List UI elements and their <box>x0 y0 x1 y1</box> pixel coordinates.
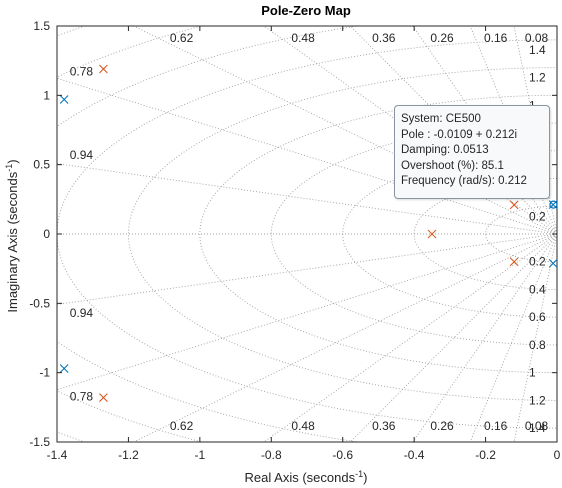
damping-labels: 0.08 0.08 0.16 0.16 0.26 0.26 0.36 0.36 0.48 0.48… <box>70 31 549 433</box>
frequency-label: 1.4 <box>529 43 546 57</box>
x-tick-label: -1.2 <box>118 448 139 462</box>
pole-markers <box>59 64 558 402</box>
pole-marker[interactable] <box>509 200 519 210</box>
damping-grid-ray <box>349 233 557 442</box>
x-axis-label: Real Axis (seconds-1) <box>245 469 368 485</box>
x-tick-label: -0.2 <box>475 448 496 462</box>
damping-label: 0.08 <box>525 419 549 433</box>
datatip-frequency: Frequency (rad/s): 0.212 <box>401 175 527 188</box>
frequency-label: 0.2 <box>529 255 546 269</box>
y-tick-label: -1 <box>39 366 50 380</box>
y-tick-label: -1.5 <box>29 435 50 449</box>
damping-label: 0.26 <box>430 419 454 433</box>
y-tick-label: -0.5 <box>29 296 50 310</box>
pole-marker[interactable] <box>59 364 69 373</box>
damping-label: 0.08 <box>525 31 549 45</box>
damping-grid-ray <box>469 233 557 442</box>
pole-marker[interactable] <box>59 95 69 104</box>
datatip-damping: Damping: 0.0513 <box>401 144 489 157</box>
damping-label: 0.62 <box>170 419 194 433</box>
damping-grid-ray <box>263 233 557 442</box>
y-tick-label: 0.5 <box>33 158 50 172</box>
y-axis-label-exponent: -1 <box>4 164 14 172</box>
x-axis-label-exponent: -1 <box>355 469 363 479</box>
damping-label: 0.78 <box>70 389 94 403</box>
damping-label: 0.48 <box>291 419 315 433</box>
y-axis-ticks: -1.5 -1 -0.5 0 0.5 1 1.5 <box>29 19 557 449</box>
damping-label: 0.36 <box>372 31 396 45</box>
damping-label: 0.26 <box>430 31 454 45</box>
x-tick-label: -1 <box>195 448 206 462</box>
damping-grid-ray <box>469 26 557 235</box>
frequency-label: 0.4 <box>529 282 546 296</box>
x-tick-label: -0.8 <box>261 448 282 462</box>
x-axis-label-text: Real Axis (seconds <box>245 470 356 485</box>
damping-grid-ray <box>349 26 557 235</box>
y-axis-label: Imaginary Axis (seconds-1) <box>4 159 20 312</box>
pole-marker[interactable] <box>509 257 519 267</box>
frequency-label: 0.2 <box>529 209 546 223</box>
frequency-label: 0.6 <box>529 310 546 324</box>
y-axis-label-text: Imaginary Axis (seconds <box>5 171 20 312</box>
y-tick-label: 1 <box>43 88 50 102</box>
damping-label: 0.48 <box>291 31 315 45</box>
frequency-label: 1.4 <box>529 421 546 435</box>
frequency-label: 1 <box>529 366 536 380</box>
damping-label: 0.94 <box>70 306 94 320</box>
x-axis-ticks: -1.4 -1.2 -1 -0.8 -0.6 -0.4 -0.2 0 <box>47 26 561 462</box>
datatip-overshoot: Overshoot (%): 85.1 <box>401 159 504 172</box>
x-tick-label: -0.4 <box>404 448 425 462</box>
datatip-tooltip[interactable]: System: CE500 Pole : -0.0109 + 0.212i Da… <box>394 105 550 199</box>
x-tick-label: 0 <box>554 448 561 462</box>
damping-grid-ray <box>132 233 557 442</box>
frequency-label: 1.2 <box>529 71 546 85</box>
pole-marker[interactable] <box>99 64 108 74</box>
pole-marker[interactable] <box>427 229 437 239</box>
x-tick-label: -0.6 <box>332 448 353 462</box>
datatip-pole: Pole : -0.0109 + 0.212i <box>401 128 518 141</box>
pole-marker[interactable] <box>99 393 108 402</box>
frequency-grid-arc <box>199 94 557 374</box>
frequency-label: 0.8 <box>529 338 546 352</box>
frequency-label: 1.2 <box>529 393 546 407</box>
pole-marker[interactable] <box>548 259 558 268</box>
y-tick-label: 0 <box>43 227 50 241</box>
damping-label: 0.16 <box>484 419 508 433</box>
damping-label: 0.94 <box>70 148 94 162</box>
damping-label: 0.62 <box>170 31 194 45</box>
y-tick-label: 1.5 <box>33 19 50 33</box>
datatip-marker[interactable] <box>549 200 558 209</box>
x-tick-label: -1.4 <box>47 448 68 462</box>
damping-grid-ray <box>412 233 557 442</box>
chart-title: Pole-Zero Map <box>261 3 351 18</box>
damping-label: 0.36 <box>372 419 396 433</box>
datatip-system: System: CE500 <box>401 113 481 125</box>
damping-label: 0.78 <box>70 65 94 79</box>
damping-label: 0.16 <box>484 31 508 45</box>
